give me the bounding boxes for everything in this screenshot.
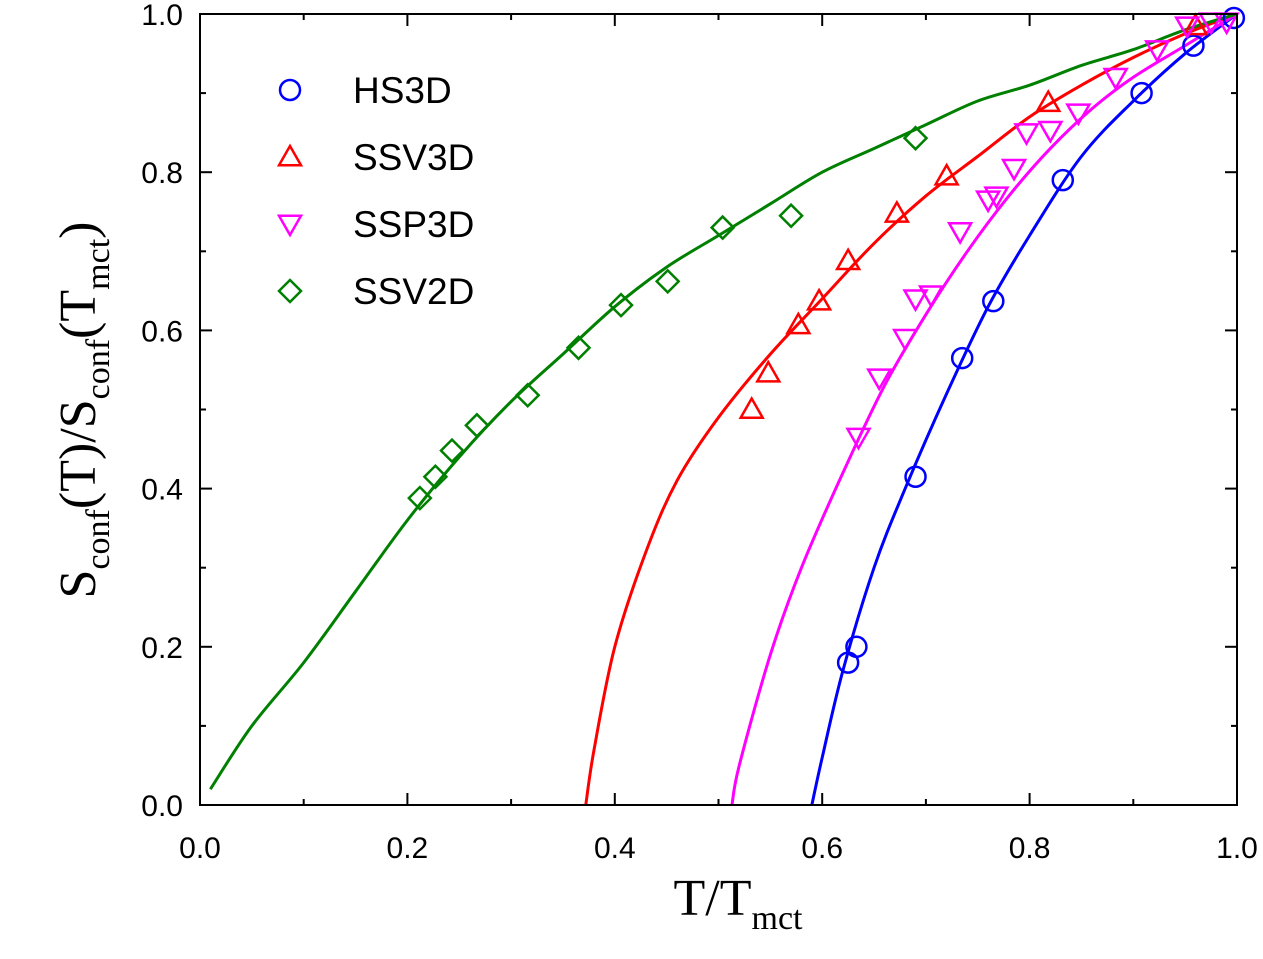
y-tick-label: 1.0 xyxy=(141,0,183,32)
y-axis-title: Sconf(T)/Sconf(Tmct) xyxy=(50,222,117,599)
ssv2d-point xyxy=(608,292,634,318)
legend-hs3d-marker xyxy=(278,78,302,102)
legend-hs3d-label: HS3D xyxy=(353,70,452,111)
ssv3d-point xyxy=(738,395,765,419)
x-axis-title: T/Tmct xyxy=(674,870,804,937)
ssp3d-point xyxy=(1037,120,1064,144)
legend-ssp3d-marker xyxy=(276,214,304,238)
ssp3d-point xyxy=(1065,103,1092,127)
ssp3d-point xyxy=(892,328,919,352)
ssp3d-point xyxy=(946,222,974,246)
ssv2d-point xyxy=(439,437,465,464)
hs3d-point xyxy=(845,635,868,659)
ssp3d-point xyxy=(983,186,1010,210)
ssp3d-point xyxy=(902,289,929,313)
legend-ssv3d-marker xyxy=(276,143,304,167)
y-tick-label: 0.6 xyxy=(141,315,183,348)
ssv3d-fit-curve xyxy=(584,12,1238,805)
ssv2d-point xyxy=(407,485,433,511)
plot-area xyxy=(209,6,1246,805)
ssp3d-point xyxy=(1143,40,1171,64)
plot-frame xyxy=(199,13,1238,806)
hs3d-point xyxy=(1182,34,1205,57)
ssp3d-point xyxy=(1102,67,1129,91)
ssp3d-fit-curve xyxy=(730,12,1238,805)
legend-ssv2d-label: SSV2D xyxy=(353,271,474,312)
x-tick-label: 0.2 xyxy=(387,832,429,865)
ssv2d-point xyxy=(464,412,490,439)
hs3d-fit-curve xyxy=(810,12,1238,805)
ssv3d-point xyxy=(785,311,812,335)
ssv2d-point xyxy=(654,268,681,295)
hs3d-point xyxy=(982,289,1005,313)
ssv3d-point xyxy=(933,162,960,186)
hs3d-point xyxy=(1130,81,1153,105)
ssv2d-point xyxy=(565,335,592,361)
x-tick-label: 0.4 xyxy=(594,832,636,865)
x-tick-label: 1.0 xyxy=(1216,832,1258,865)
ssv2d-fit-curve xyxy=(209,12,1238,791)
ssp3d-point xyxy=(1013,123,1040,147)
y-tick-label: 0.2 xyxy=(141,632,183,665)
legend-ssp3d-label: SSP3D xyxy=(353,204,474,245)
x-tick-label: 0.6 xyxy=(801,832,843,865)
y-tick-label: 0.0 xyxy=(141,790,183,823)
ssp3d-point xyxy=(1000,158,1028,182)
ssv2d-point xyxy=(514,382,541,409)
ssv3d-point xyxy=(755,359,782,383)
ssp3d-point xyxy=(917,285,945,309)
ssp3d-point xyxy=(845,427,872,451)
ssv2d-point xyxy=(422,463,449,490)
ssv2d-point xyxy=(709,214,736,241)
x-tick-label: 0.0 xyxy=(179,832,221,865)
ssv3d-point xyxy=(834,247,862,271)
x-tick-label: 0.8 xyxy=(1009,832,1051,865)
legend-ssv3d-label: SSV3D xyxy=(353,137,474,178)
legend-ssv2d-marker xyxy=(277,278,303,304)
y-tick-label: 0.4 xyxy=(141,474,183,507)
ssv3d-point xyxy=(883,199,911,223)
hs3d-point xyxy=(1051,168,1075,192)
ssv2d-point xyxy=(902,125,929,151)
legend: HS3D SSV3D SSP3D SSV2D xyxy=(276,70,474,312)
hs3d-point xyxy=(904,465,927,488)
ssv3d-point xyxy=(1182,12,1209,36)
ssv2d-point xyxy=(778,202,804,229)
hs3d-point xyxy=(950,346,974,370)
ssv3d-point xyxy=(1035,89,1062,113)
hs3d-point xyxy=(1222,6,1246,30)
ssp3d-point xyxy=(1174,16,1201,40)
ssv3d-point xyxy=(805,287,833,311)
ssp3d-point xyxy=(866,368,893,392)
y-tick-label: 0.8 xyxy=(141,157,183,190)
axis-ticks: 0.0 0.2 0.4 0.6 0.8 1.0 0.0 0.2 0.4 0.6 0.8 1.0 xyxy=(141,0,1258,865)
